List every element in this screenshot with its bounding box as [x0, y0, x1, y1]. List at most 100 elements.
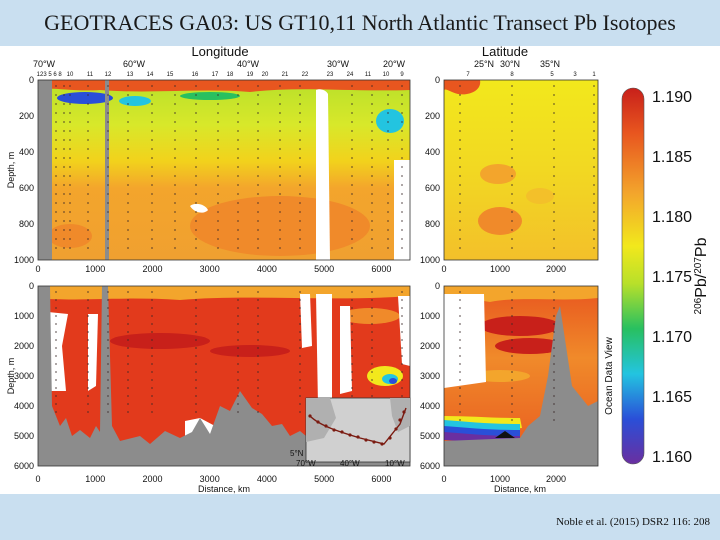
sample-dot: [55, 139, 57, 141]
sample-dot: [217, 184, 219, 186]
sample-dot: [151, 229, 153, 231]
sample-dot: [257, 157, 259, 159]
sample-dot: [593, 238, 595, 240]
sample-dot: [87, 157, 89, 159]
sample-dot: [459, 387, 461, 389]
station-label: 11: [365, 72, 372, 78]
sample-dot: [279, 220, 281, 222]
sample-dot: [459, 379, 461, 381]
sample-dot: [371, 291, 373, 293]
sample-dot: [593, 229, 595, 231]
sample-dot: [174, 148, 176, 150]
sample-dot: [151, 220, 153, 222]
sample-dot: [217, 85, 219, 87]
sample-dot: [63, 193, 65, 195]
sample-dot: [593, 112, 595, 114]
sample-dot: [351, 121, 353, 123]
station-label: 21: [282, 72, 289, 78]
sample-dot: [151, 85, 153, 87]
sample-dot: [593, 166, 595, 168]
latitude-station-labels: 7 8 5 3 1: [466, 72, 596, 78]
sample-dot: [151, 247, 153, 249]
sample-dot: [299, 347, 301, 349]
sample-dot: [87, 247, 89, 249]
sample-dot: [55, 299, 57, 301]
sample-dot: [55, 157, 57, 159]
station-label: 11: [87, 72, 94, 78]
sample-dot: [279, 94, 281, 96]
sample-dot: [127, 363, 129, 365]
sample-dot: [553, 166, 555, 168]
sample-dot: [511, 307, 513, 309]
sample-dot: [174, 121, 176, 123]
sample-dot: [371, 148, 373, 150]
sample-dot: [511, 323, 513, 325]
sample-dot: [107, 387, 109, 389]
sample-dot: [279, 247, 281, 249]
sample-dot: [174, 166, 176, 168]
station-label: 20: [262, 72, 269, 78]
sample-dot: [257, 148, 259, 150]
sample-dot: [107, 355, 109, 357]
colorbar-tick-label: 1.180: [652, 209, 692, 226]
colorbar-tick-label: 1.170: [652, 329, 692, 346]
sample-dot: [553, 211, 555, 213]
sample-dot: [151, 121, 153, 123]
sample-dot: [257, 307, 259, 309]
sample-dot: [63, 166, 65, 168]
sample-dot: [401, 103, 403, 105]
sample-dot: [217, 211, 219, 213]
sample-dot: [299, 395, 301, 397]
sample-dot: [351, 355, 353, 357]
sample-dot: [69, 202, 71, 204]
station-label: 16: [192, 72, 199, 78]
sample-dot: [553, 247, 555, 249]
sample-dot: [237, 347, 239, 349]
sample-dot: [593, 130, 595, 132]
sample-dot: [63, 103, 65, 105]
sample-dot: [511, 291, 513, 293]
sample-dot: [195, 229, 197, 231]
sample-dot: [299, 387, 301, 389]
y-tick-label: 2000: [420, 341, 440, 351]
sample-dot: [237, 238, 239, 240]
x-ticks-lower-right: 0 1000 2000: [441, 474, 566, 484]
sample-dot: [107, 139, 109, 141]
sample-dot: [237, 291, 239, 293]
sample-dot: [174, 211, 176, 213]
sample-dot: [151, 395, 153, 397]
station-label: 5: [48, 72, 52, 78]
sample-dot: [401, 339, 403, 341]
sample-dot: [55, 175, 57, 177]
sample-dot: [459, 291, 461, 293]
sample-dot: [299, 166, 301, 168]
sample-dot: [371, 347, 373, 349]
sample-dot: [459, 403, 461, 405]
sample-dot: [55, 411, 57, 413]
sample-dot: [553, 411, 555, 413]
sample-dot: [195, 130, 197, 132]
sample-dot: [257, 175, 259, 177]
sample-dot: [401, 315, 403, 317]
sample-dot: [87, 220, 89, 222]
sample-dot: [459, 339, 461, 341]
sample-dot: [401, 291, 403, 293]
figure-panel: Longitude Latitude 70°W 60°W 40°W 30°W 20°W …: [0, 46, 720, 494]
sample-dot: [87, 379, 89, 381]
sample-dot: [351, 307, 353, 309]
sample-dot: [87, 411, 89, 413]
sample-dot: [387, 184, 389, 186]
sample-dot: [217, 112, 219, 114]
sample-dot: [257, 339, 259, 341]
sample-dot: [351, 130, 353, 132]
sample-dot: [151, 184, 153, 186]
sample-dot: [351, 331, 353, 333]
sample-dot: [217, 148, 219, 150]
sample-dot: [351, 112, 353, 114]
station-label: 23: [327, 72, 334, 78]
sample-dot: [371, 220, 373, 222]
sample-dot: [127, 166, 129, 168]
sample-dot: [174, 202, 176, 204]
sample-dot: [127, 247, 129, 249]
sample-dot: [174, 94, 176, 96]
